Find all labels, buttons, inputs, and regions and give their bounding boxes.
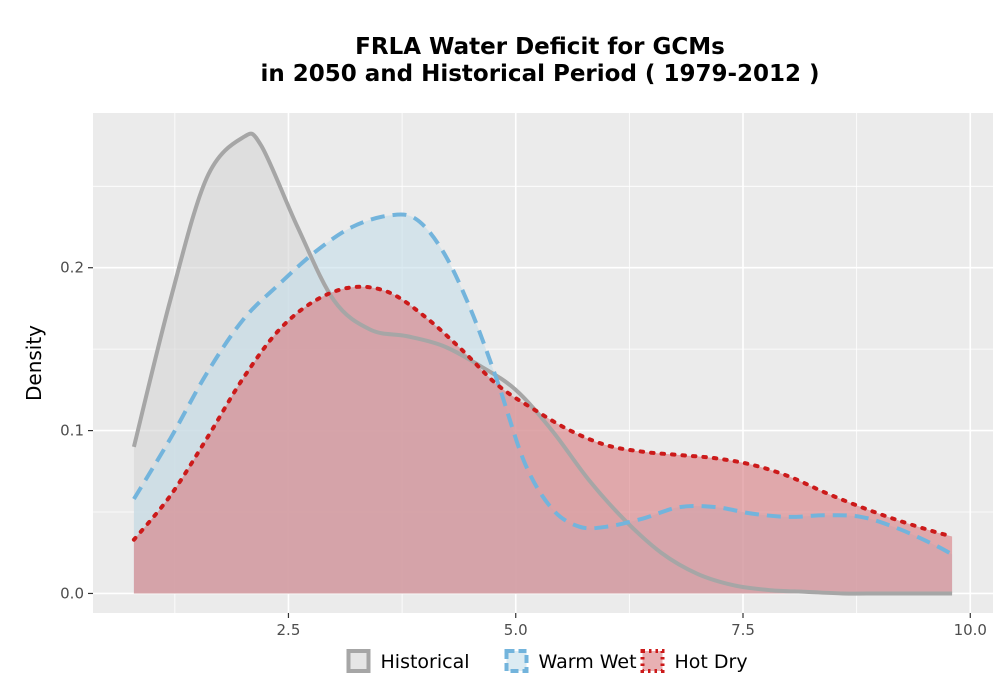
legend-key-hot-dry: [640, 649, 665, 673]
line-warm-wet: [132, 212, 954, 557]
legend: Historical Warm Wet Hot Dry: [346, 649, 748, 673]
x-tick-label: 7.5: [731, 621, 755, 639]
y-axis-title: Density: [22, 325, 46, 401]
legend-label-historical: Historical: [381, 651, 470, 673]
legend-label-warm-wet: Warm Wet: [539, 651, 637, 673]
x-tick-label: 2.5: [277, 621, 301, 639]
line-historical: [131, 131, 953, 596]
chart-subtitle: in 2050 and Historical Period ( 1979-201…: [260, 61, 819, 87]
legend-key-historical: [346, 649, 371, 673]
x-axis: 2.5 5.0 7.5 10.0: [277, 613, 987, 639]
x-tick-label: 5.0: [504, 621, 528, 639]
legend-label-hot-dry: Hot Dry: [675, 651, 748, 673]
line-hot-dry: [131, 284, 955, 542]
area-hot-dry: [133, 286, 953, 594]
y-tick-label: 0.2: [60, 259, 84, 277]
chart-title: FRLA Water Deficit for GCMs: [355, 34, 725, 60]
y-axis: 0.0 0.1 0.2: [60, 259, 93, 602]
legend-key-warm-wet: [504, 649, 529, 673]
y-tick-label: 0.0: [60, 584, 84, 602]
y-tick-label: 0.1: [60, 422, 84, 440]
density-lines: [131, 131, 955, 596]
x-tick-label: 10.0: [954, 621, 987, 639]
